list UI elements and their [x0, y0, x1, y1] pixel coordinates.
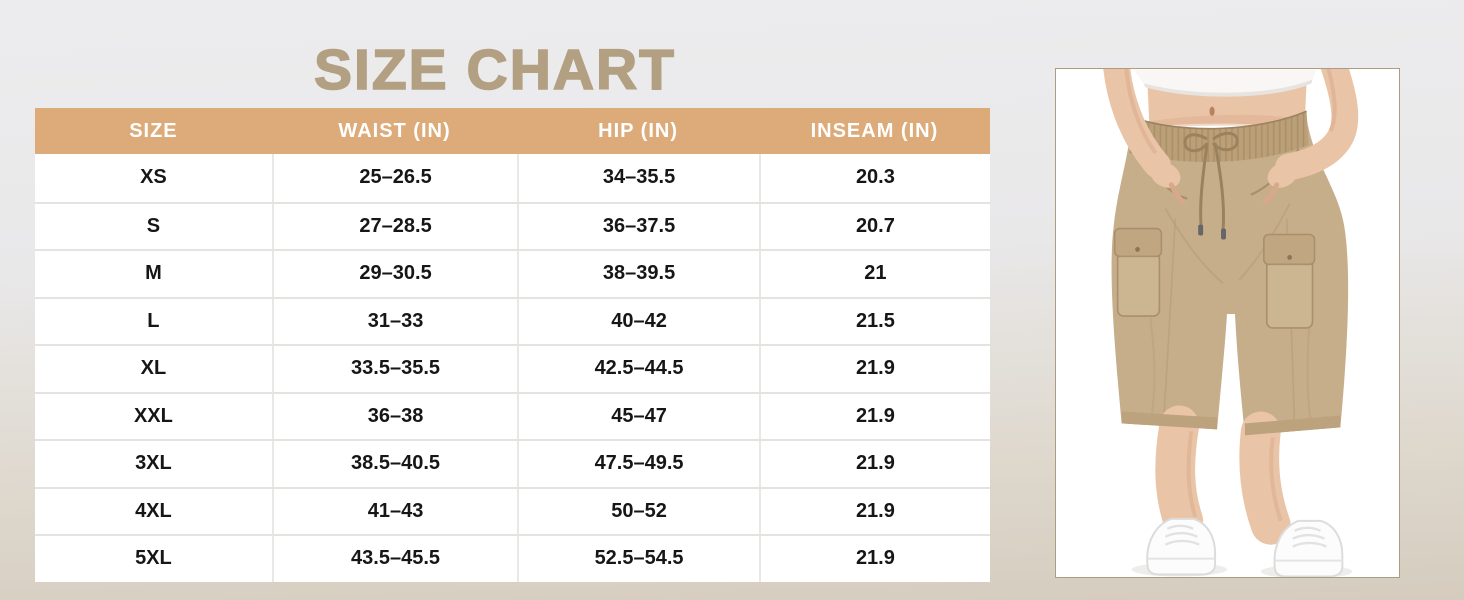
cell-hip: 50–52 [517, 488, 759, 534]
cell-inseam: 20.7 [758, 203, 990, 249]
cell-waist: 41–43 [271, 488, 517, 534]
header-inseam: INSEAM (IN) [810, 119, 939, 142]
cell-waist: 33.5–35.5 [271, 346, 517, 392]
cell-size: 4XL [135, 499, 172, 522]
cell-waist: 27–28.5 [271, 203, 517, 249]
cell-waist: 38.5–40.5 [271, 441, 517, 487]
cell-size: L [147, 309, 160, 332]
table-row: S 27–28.5 36–37.5 20.7 [35, 201, 990, 249]
cell-size: S [146, 214, 161, 237]
cell-hip: 38–39.5 [517, 251, 759, 297]
cell-hip: 36–37.5 [517, 203, 759, 249]
cell-size: 5XL [135, 547, 172, 570]
cell-hip: 34–35.5 [517, 154, 759, 202]
size-table-header-row: SIZE WAIST (IN) HIP (IN) INSEAM (IN) [35, 108, 990, 154]
table-row: 3XL 38.5–40.5 47.5–49.5 21.9 [35, 439, 990, 487]
cell-hip: 40–42 [517, 298, 759, 344]
cell-inseam: 21.9 [758, 488, 990, 534]
cell-hip: 42.5–44.5 [517, 346, 759, 392]
cell-inseam: 21.9 [758, 536, 990, 582]
size-table-body: XS 25–26.5 34–35.5 20.3 S 27–28.5 36–37.… [35, 154, 990, 582]
cell-waist: 43.5–45.5 [271, 536, 517, 582]
cell-waist: 25–26.5 [271, 154, 517, 202]
cell-hip: 45–47 [517, 393, 759, 439]
cell-inseam: 20.3 [758, 154, 990, 202]
model-in-khaki-cargo-capri-pants-illustration [1056, 69, 1399, 577]
table-row: M 29–30.5 38–39.5 21 [35, 249, 990, 297]
cell-size: XL [140, 357, 167, 380]
header-hip: HIP (IN) [598, 119, 678, 142]
size-chart-table: SIZE WAIST (IN) HIP (IN) INSEAM (IN) XS … [35, 108, 990, 582]
table-row: 4XL 41–43 50–52 21.9 [35, 486, 990, 534]
cell-inseam: 21.5 [758, 298, 990, 344]
cell-waist: 31–33 [271, 298, 517, 344]
table-row: L 31–33 40–42 21.5 [35, 296, 990, 344]
cell-inseam: 21.9 [758, 346, 990, 392]
table-row: XL 33.5–35.5 42.5–44.5 21.9 [35, 344, 990, 392]
cell-waist: 29–30.5 [271, 251, 517, 297]
cell-size: M [145, 262, 162, 285]
table-row: XS 25–26.5 34–35.5 20.3 [35, 154, 990, 202]
page-title: SIZE CHART [313, 38, 676, 102]
cell-size: XXL [133, 404, 173, 427]
cell-size: XS [140, 166, 167, 189]
cell-waist: 36–38 [271, 393, 517, 439]
cell-inseam: 21.9 [758, 441, 990, 487]
cell-size: 3XL [135, 452, 172, 475]
header-waist: WAIST (IN) [338, 119, 451, 142]
cell-inseam: 21.9 [758, 393, 990, 439]
cell-hip: 52.5–54.5 [517, 536, 759, 582]
cell-inseam: 21 [758, 251, 990, 297]
table-row: XXL 36–38 45–47 21.9 [35, 391, 990, 439]
header-size: SIZE [129, 119, 178, 142]
table-row: 5XL 43.5–45.5 52.5–54.5 21.9 [35, 534, 990, 582]
cell-hip: 47.5–49.5 [517, 441, 759, 487]
product-photo [1055, 68, 1400, 578]
